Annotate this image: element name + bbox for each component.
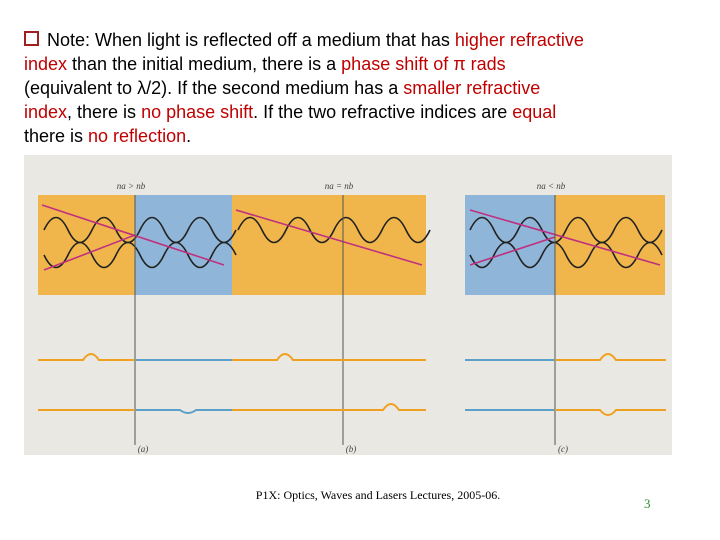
note-segment: higher refractive bbox=[454, 30, 584, 50]
note-segment: (equivalent to λ/2). If the second mediu… bbox=[24, 78, 404, 98]
note-segment: Note: When light is reflected off a medi… bbox=[47, 30, 455, 50]
note-segment: smaller refractive bbox=[403, 78, 541, 98]
medium-b bbox=[135, 195, 232, 295]
note-segment: no phase shift bbox=[141, 102, 254, 122]
note-line: (equivalent to λ/2). If the second mediu… bbox=[24, 76, 584, 100]
note-segment: phase shift of π rads bbox=[341, 54, 506, 74]
note-segment: . bbox=[186, 126, 192, 146]
panel-text: na < nb bbox=[537, 181, 566, 191]
note-line: index than the initial medium, there is … bbox=[24, 52, 584, 76]
panel-text: (c) bbox=[558, 444, 568, 454]
interfaces bbox=[134, 195, 556, 445]
note-segment: equal bbox=[512, 102, 557, 122]
note-segment: . If the two refractive indices are bbox=[253, 102, 513, 122]
medium-a bbox=[232, 195, 426, 295]
bullet bbox=[24, 31, 39, 46]
panel-text: na = nb bbox=[325, 181, 354, 191]
note-line: index, there is no phase shift. If the t… bbox=[24, 100, 584, 124]
note-segment: there is bbox=[24, 126, 89, 146]
rays bbox=[41, 204, 661, 271]
note-segment: no reflection bbox=[88, 126, 187, 146]
medium-a bbox=[38, 195, 135, 295]
note: Note: When light is reflected off a medi… bbox=[24, 28, 584, 148]
figure: na > nb (a) na = nb (b) na < nb (c) bbox=[24, 155, 672, 455]
footer-text: P1X: Optics, Waves and Lasers Lectures, … bbox=[255, 488, 501, 502]
panel-text: (b) bbox=[346, 444, 357, 454]
waves bbox=[43, 216, 663, 269]
pulses bbox=[38, 353, 666, 416]
panel-text: na > nb bbox=[117, 181, 146, 191]
medium-a bbox=[465, 195, 555, 295]
note-segment: than the initial medium, there is a bbox=[67, 54, 342, 74]
note-segment: index bbox=[24, 54, 68, 74]
medium-b bbox=[555, 195, 665, 295]
note-segment: , there is bbox=[67, 102, 142, 122]
panel-text: (a) bbox=[138, 444, 149, 454]
note-line: Note: When light is reflected off a medi… bbox=[24, 28, 584, 52]
note-segment: index bbox=[24, 102, 68, 122]
page-number: 3 bbox=[644, 496, 651, 511]
note-line: there is no reflection. bbox=[24, 124, 584, 148]
